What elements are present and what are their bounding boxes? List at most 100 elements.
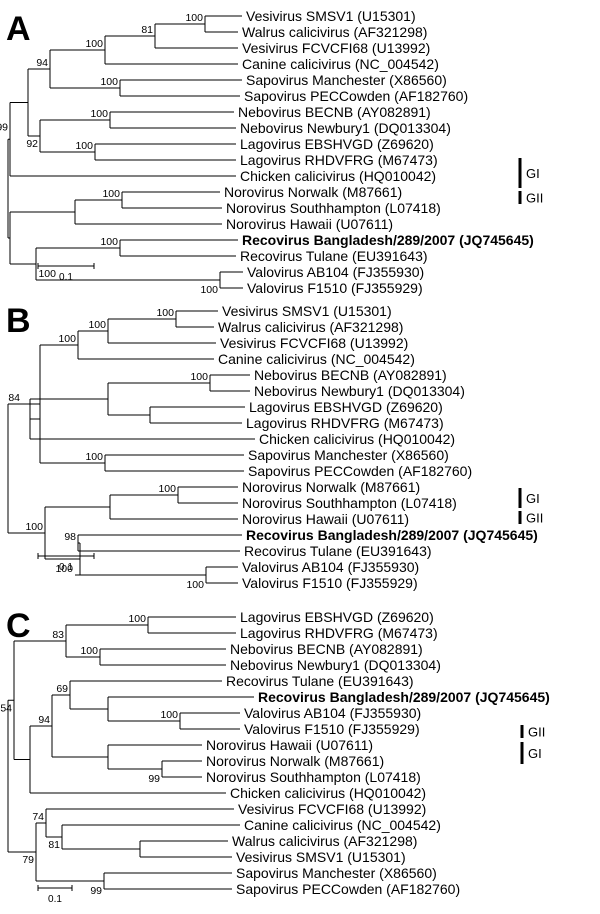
bootstrap-value: 100 bbox=[80, 645, 98, 657]
bootstrap-value: 100 bbox=[158, 483, 176, 495]
taxon-label: Nebovirus Newbury1 (DQ013304) bbox=[240, 120, 451, 136]
bootstrap-value: 100 bbox=[186, 579, 204, 591]
panel-c-tree: Lagovirus EBSHVGD (Z69620)Lagovirus RHDV… bbox=[0, 607, 550, 905]
taxon-label: Vesivirus SMSV1 (U15301) bbox=[246, 8, 416, 24]
panel-letter-b: B bbox=[6, 302, 31, 340]
taxon-label: Recovirus Tulane (EU391643) bbox=[244, 543, 432, 559]
genogroup-label: GI bbox=[526, 491, 540, 506]
genogroup-label: GII bbox=[526, 511, 543, 526]
taxon-label: Norovirus Norwalk (M87661) bbox=[206, 753, 384, 769]
bootstrap-value: 100 bbox=[160, 709, 178, 721]
taxon-label: Chicken calicivirus (HQ010042) bbox=[259, 431, 455, 447]
taxon-label: Canine calicivirus (NC_004542) bbox=[242, 56, 439, 72]
taxon-label: Vesivirus SMSV1 (U15301) bbox=[236, 849, 406, 865]
taxon-label: Norovirus Southhampton (L07418) bbox=[226, 200, 441, 216]
taxon-label: Nebovirus BECNB (AY082891) bbox=[230, 641, 423, 657]
panel-b-tree: Vesivirus SMSV1 (U15301)Walrus calicivir… bbox=[6, 302, 543, 591]
taxon-label: Vesivirus FCVCFI68 (U13992) bbox=[220, 335, 408, 351]
bootstrap-value: 100 bbox=[25, 521, 43, 533]
taxon-label: Vesivirus FCVCFI68 (U13992) bbox=[238, 801, 426, 817]
bootstrap-value: 69 bbox=[56, 683, 68, 695]
bootstrap-value: 81 bbox=[48, 839, 60, 851]
panel-letter-a: A bbox=[6, 10, 31, 48]
bootstrap-value: 84 bbox=[8, 392, 20, 404]
bootstrap-value: 100 bbox=[90, 108, 108, 120]
scale-bar-label: 0.1 bbox=[59, 562, 73, 573]
taxon-label: Chicken calicivirus (HQ010042) bbox=[230, 785, 426, 801]
taxon-label: Valovirus AB104 (FJ355930) bbox=[247, 264, 424, 280]
taxon-label: Recovirus Tulane (EU391643) bbox=[226, 673, 414, 689]
bootstrap-value: 100 bbox=[38, 268, 56, 280]
taxon-label: Vesivirus FCVCFI68 (U13992) bbox=[242, 40, 430, 56]
bootstrap-value: 100 bbox=[100, 76, 118, 88]
taxon-label: Sapovirus Manchester (X86560) bbox=[246, 72, 447, 88]
bootstrap-value: 94 bbox=[36, 57, 48, 69]
taxon-label: Norovirus Hawaii (U07611) bbox=[226, 216, 393, 232]
bootstrap-value: 100 bbox=[156, 307, 174, 319]
bootstrap-value: 81 bbox=[141, 24, 153, 36]
bootstrap-value: 100 bbox=[85, 451, 103, 463]
taxon-label: Sapovirus PECCowden (AF182760) bbox=[248, 463, 472, 479]
taxon-label: Nebovirus Newbury1 (DQ013304) bbox=[230, 657, 441, 673]
panel-letter-c: C bbox=[6, 607, 31, 645]
bootstrap-value: 94 bbox=[38, 714, 50, 726]
taxon-label: Sapovirus Manchester (X86560) bbox=[248, 447, 449, 463]
taxon-label: Norovirus Southhampton (L07418) bbox=[206, 769, 421, 785]
bootstrap-value: 100 bbox=[200, 284, 218, 296]
taxon-label: Walrus calicivirus (AF321298) bbox=[242, 24, 427, 40]
taxon-label: Lagovirus EBSHVGD (Z69620) bbox=[240, 136, 434, 152]
bootstrap-value: 99 bbox=[90, 885, 102, 897]
taxon-label: Valovirus F1510 (FJ355929) bbox=[242, 575, 418, 591]
taxon-label: Walrus calicivirus (AF321298) bbox=[218, 319, 403, 335]
bootstrap-value: 99 bbox=[148, 773, 160, 785]
taxon-label: Lagovirus RHDVFRG (M67473) bbox=[240, 625, 438, 641]
taxon-label: Norovirus Southhampton (L07418) bbox=[242, 495, 457, 511]
bootstrap-value: 54 bbox=[0, 702, 12, 714]
taxon-label: Norovirus Norwalk (M87661) bbox=[224, 184, 402, 200]
bootstrap-value: 100 bbox=[55, 563, 73, 575]
bootstrap-value: 100 bbox=[85, 38, 103, 50]
scale-bar-label: 0.1 bbox=[48, 894, 62, 905]
taxon-label: Sapovirus Manchester (X86560) bbox=[236, 865, 437, 881]
taxon-label: Norovirus Norwalk (M87661) bbox=[242, 479, 420, 495]
taxon-label: Nebovirus BECNB (AY082891) bbox=[254, 367, 447, 383]
genogroup-label: GI bbox=[528, 746, 542, 761]
taxon-label: Norovirus Hawaii (U07611) bbox=[206, 737, 373, 753]
taxon-label: Lagovirus RHDVFRG (M67473) bbox=[246, 415, 444, 431]
taxon-label: Lagovirus EBSHVGD (Z69620) bbox=[240, 609, 434, 625]
taxon-label: Walrus calicivirus (AF321298) bbox=[232, 833, 417, 849]
taxon-label: Nebovirus BECNB (AY082891) bbox=[238, 104, 431, 120]
taxon-label: Recovirus Tulane (EU391643) bbox=[240, 248, 428, 264]
bootstrap-value: 100 bbox=[75, 140, 93, 152]
bootstrap-value: 98 bbox=[64, 531, 76, 543]
taxon-label: Norovirus Hawaii (U07611) bbox=[242, 511, 409, 527]
taxon-label: Lagovirus RHDVFRG (M67473) bbox=[240, 152, 438, 168]
bootstrap-value: 99 bbox=[0, 121, 8, 133]
taxon-label: Valovirus AB104 (FJ355930) bbox=[242, 559, 419, 575]
taxon-label: Recovirus Bangladesh/289/2007 (JQ745645) bbox=[258, 689, 550, 705]
scale-bar-label: 0.1 bbox=[59, 272, 73, 283]
panel-a-tree: Vesivirus SMSV1 (U15301)Walrus calicivir… bbox=[0, 8, 543, 296]
bootstrap-value: 74 bbox=[32, 811, 44, 823]
taxon-label: Canine calicivirus (NC_004542) bbox=[218, 351, 415, 367]
bootstrap-value: 100 bbox=[100, 236, 118, 248]
taxon-label: Lagovirus EBSHVGD (Z69620) bbox=[249, 399, 443, 415]
genogroup-label: GII bbox=[526, 191, 543, 206]
bootstrap-value: 83 bbox=[52, 629, 64, 641]
genogroup-label: GI bbox=[526, 166, 540, 181]
taxon-label: Vesivirus SMSV1 (U15301) bbox=[222, 303, 392, 319]
bootstrap-value: 100 bbox=[128, 613, 146, 625]
taxon-label: Valovirus AB104 (FJ355930) bbox=[244, 705, 421, 721]
taxon-label: Sapovirus PECCowden (AF182760) bbox=[236, 881, 460, 897]
bootstrap-value: 100 bbox=[58, 333, 76, 345]
taxon-label: Valovirus F1510 (FJ355929) bbox=[244, 721, 420, 737]
taxon-label: Recovirus Bangladesh/289/2007 (JQ745645) bbox=[242, 232, 534, 248]
bootstrap-value: 92 bbox=[26, 138, 38, 150]
taxon-label: Recovirus Bangladesh/289/2007 (JQ745645) bbox=[246, 527, 538, 543]
taxon-label: Valovirus F1510 (FJ355929) bbox=[247, 280, 423, 296]
taxon-label: Canine calicivirus (NC_004542) bbox=[244, 817, 441, 833]
genogroup-label: GII bbox=[528, 725, 545, 740]
bootstrap-value: 100 bbox=[185, 12, 203, 24]
taxon-label: Nebovirus Newbury1 (DQ013304) bbox=[254, 383, 465, 399]
